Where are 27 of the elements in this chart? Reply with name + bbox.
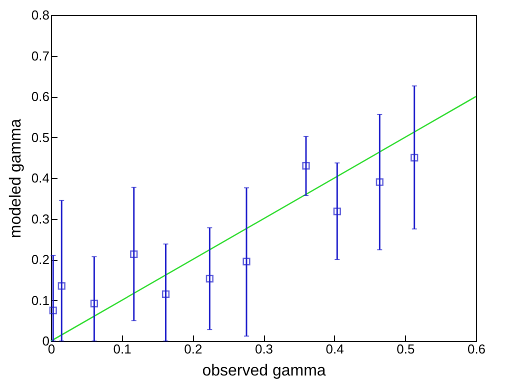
y-tick-label: 0.3 — [31, 211, 50, 226]
point — [130, 250, 138, 258]
y-tick-label: 0.2 — [31, 252, 50, 267]
x-axis-title: observed gamma — [202, 362, 326, 380]
y-tick-label: 0.1 — [31, 292, 50, 308]
point — [58, 282, 66, 290]
point — [90, 300, 98, 308]
x-tick-label: 0.6 — [467, 342, 486, 356]
point — [302, 162, 310, 170]
y-tick-label: 0.7 — [31, 48, 50, 64]
x-tick-label: 0.1 — [113, 342, 132, 356]
point — [333, 208, 341, 216]
point — [376, 178, 384, 186]
x-tick-label: 0.3 — [254, 342, 274, 356]
y-axis-title: modeled gamma — [7, 118, 24, 238]
point — [242, 258, 250, 266]
point — [410, 154, 418, 162]
x-tick-label: 0.2 — [184, 342, 202, 356]
y-tick-label: 0.4 — [31, 170, 50, 186]
x-tick-label: 0.4 — [326, 342, 344, 356]
point — [162, 290, 170, 298]
y-tick-label: 0.6 — [31, 89, 50, 104]
point — [206, 274, 214, 282]
y-tick-label: 0.8 — [31, 8, 50, 22]
point — [49, 306, 57, 314]
y-tick-label: 0.5 — [31, 130, 50, 145]
x-tick-label: 0.5 — [396, 342, 415, 356]
